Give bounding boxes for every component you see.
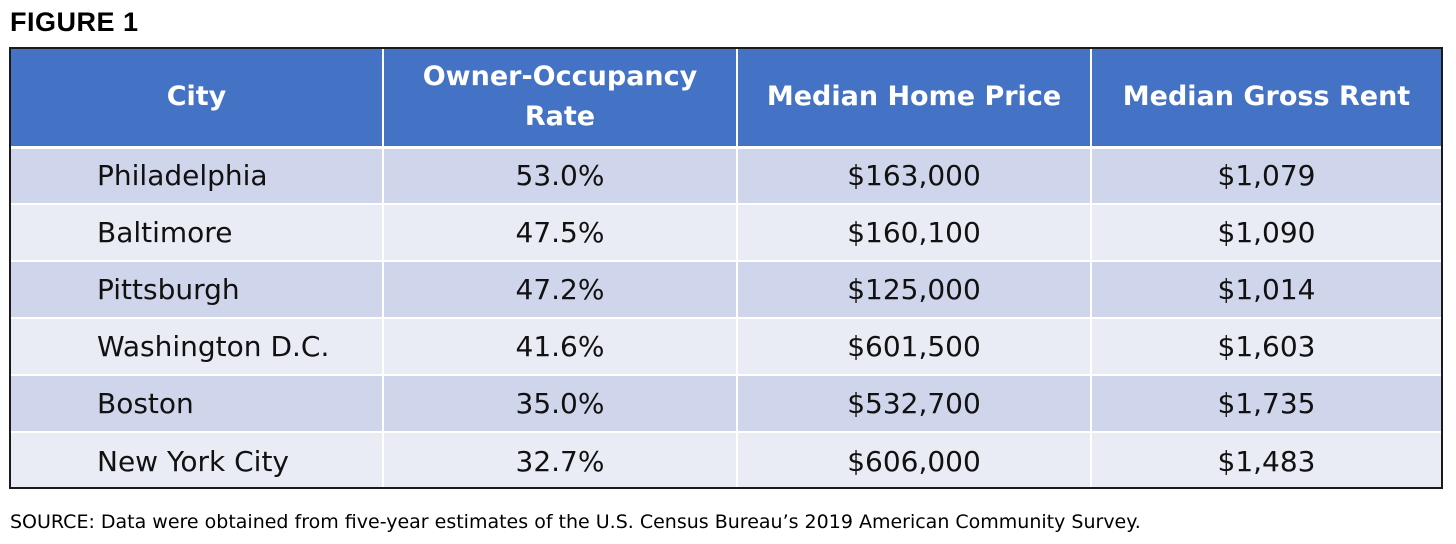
gross-rent-cell: $1,014 <box>1091 261 1441 319</box>
source-note: SOURCE: Data were obtained from five-yea… <box>10 511 1141 533</box>
city-cell: Philadelphia <box>11 147 384 205</box>
city-cell: Baltimore <box>11 204 384 262</box>
owner-occupancy-cell: 41.6% <box>383 318 738 376</box>
home-price-cell: $163,000 <box>737 147 1092 205</box>
data-table: City Owner-Occupancy Rate Median Home Pr… <box>11 49 1441 487</box>
gross-rent-cell: $1,735 <box>1091 375 1441 433</box>
table-row: Pittsburgh 47.2% $125,000 $1,014 <box>11 261 1441 319</box>
city-cell: New York City <box>11 432 384 487</box>
table-row: New York City 32.7% $606,000 $1,483 <box>11 432 1441 487</box>
column-header-owner-occupancy-rate: Owner-Occupancy Rate <box>383 49 738 149</box>
home-price-cell: $601,500 <box>737 318 1092 376</box>
home-price-cell: $532,700 <box>737 375 1092 433</box>
city-cell: Washington D.C. <box>11 318 384 376</box>
table-body: Philadelphia 53.0% $163,000 $1,079 Balti… <box>11 147 1441 487</box>
city-cell: Boston <box>11 375 384 433</box>
owner-occupancy-cell: 47.5% <box>383 204 738 262</box>
column-header-median-gross-rent: Median Gross Rent <box>1091 49 1441 149</box>
owner-occupancy-cell: 35.0% <box>383 375 738 433</box>
home-price-cell: $125,000 <box>737 261 1092 319</box>
city-cell: Pittsburgh <box>11 261 384 319</box>
gross-rent-cell: $1,483 <box>1091 432 1441 487</box>
home-price-cell: $606,000 <box>737 432 1092 487</box>
owner-occupancy-cell: 47.2% <box>383 261 738 319</box>
owner-occupancy-cell: 53.0% <box>383 147 738 205</box>
table-row: Washington D.C. 41.6% $601,500 $1,603 <box>11 318 1441 376</box>
gross-rent-cell: $1,090 <box>1091 204 1441 262</box>
owner-occupancy-cell: 32.7% <box>383 432 738 487</box>
table-row: Baltimore 47.5% $160,100 $1,090 <box>11 204 1441 262</box>
table-row: Philadelphia 53.0% $163,000 $1,079 <box>11 147 1441 205</box>
home-price-cell: $160,100 <box>737 204 1092 262</box>
column-header-median-home-price: Median Home Price <box>737 49 1092 149</box>
gross-rent-cell: $1,079 <box>1091 147 1441 205</box>
gross-rent-cell: $1,603 <box>1091 318 1441 376</box>
header-row: City Owner-Occupancy Rate Median Home Pr… <box>11 49 1441 149</box>
figure-label: FIGURE 1 <box>10 7 139 37</box>
table-row: Boston 35.0% $532,700 $1,735 <box>11 375 1441 433</box>
column-header-city: City <box>11 49 384 149</box>
table-header: City Owner-Occupancy Rate Median Home Pr… <box>11 49 1441 149</box>
data-table-container: City Owner-Occupancy Rate Median Home Pr… <box>9 47 1443 489</box>
